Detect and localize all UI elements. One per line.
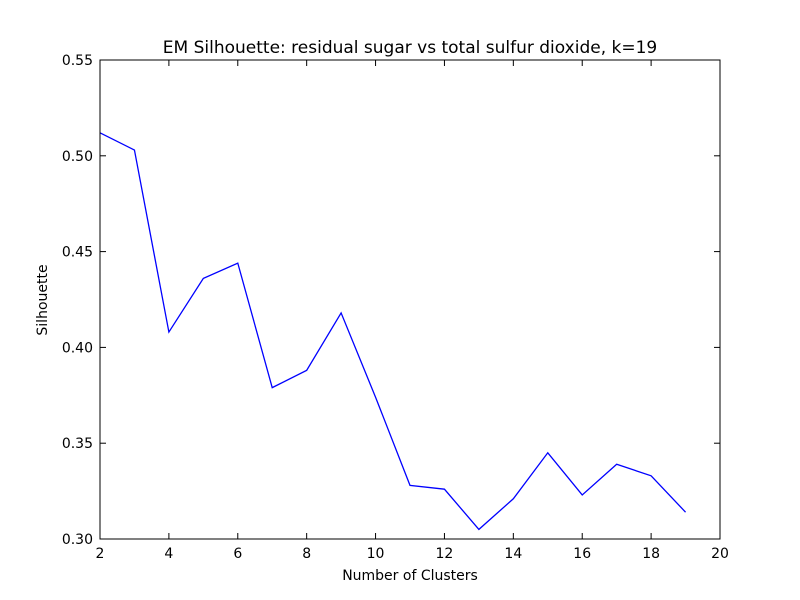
x-tick-label: 10 (367, 546, 385, 562)
chart-title: EM Silhouette: residual sugar vs total s… (163, 38, 657, 58)
y-tick-label: 0.45 (62, 245, 93, 261)
x-axis-label: Number of Clusters (342, 568, 478, 584)
x-tick-label: 6 (233, 546, 242, 562)
y-tick-label: 0.30 (62, 532, 93, 548)
data-layer (99, 132, 687, 531)
x-tick-label: 4 (164, 546, 173, 562)
series-line-0 (99, 132, 687, 531)
x-tick-label: 12 (436, 546, 454, 562)
plot-frame (99, 59, 721, 540)
y-tick-label: 0.35 (62, 436, 93, 452)
axis-ticks: 2 4 6 8 10 12 14 16 18 20 0.30 0.35 0.40 0.45 0.50 0.55 (62, 53, 729, 562)
y-axis-label: Silhouette (35, 264, 51, 335)
y-tick-label: 0.40 (62, 340, 93, 356)
x-tick-label: 14 (504, 546, 522, 562)
y-tick-label: 0.55 (62, 53, 93, 69)
x-tick-label: 16 (573, 546, 591, 562)
x-tick-label: 2 (96, 546, 105, 562)
x-tick-label: 8 (302, 546, 311, 562)
x-tick-label: 18 (642, 546, 660, 562)
x-tick-label: 20 (711, 546, 729, 562)
y-tick-label: 0.50 (62, 149, 93, 165)
